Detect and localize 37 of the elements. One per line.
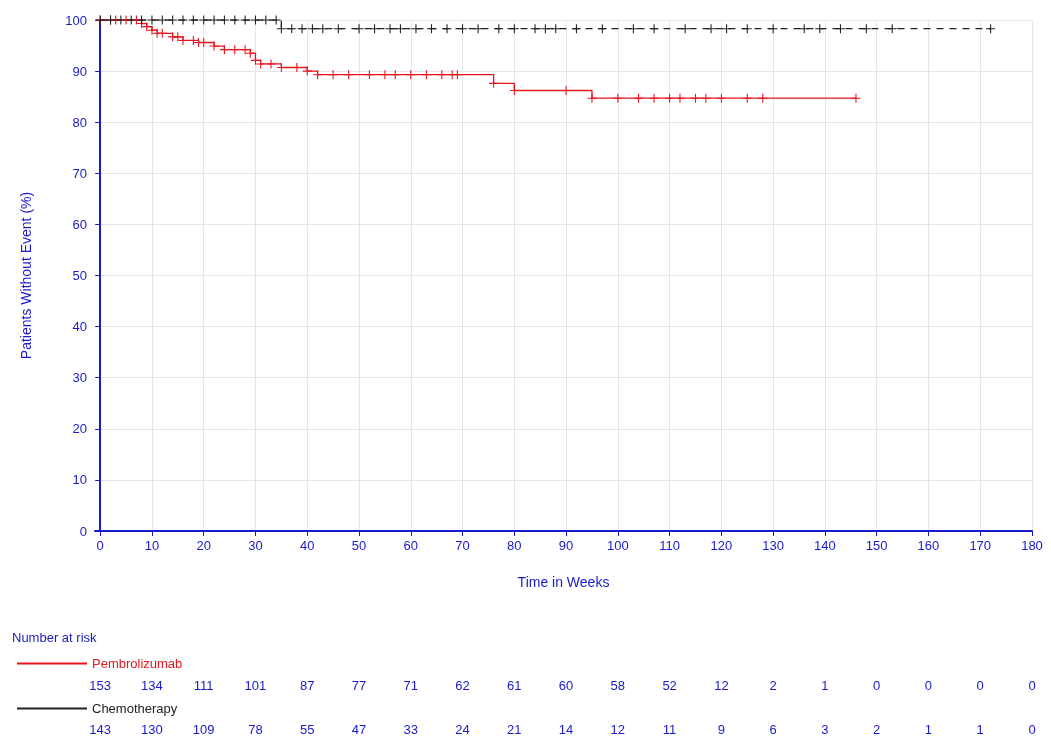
text: Chemotherapy bbox=[92, 701, 178, 716]
x-tick-label: 130 bbox=[762, 538, 785, 553]
y-tick-label: 40 bbox=[72, 319, 87, 335]
x-tick-label: 20 bbox=[196, 538, 211, 553]
y-tick-label: 90 bbox=[72, 63, 87, 79]
text: Pembrolizumab bbox=[92, 656, 183, 671]
x-tick-label: 100 bbox=[607, 538, 629, 553]
x-tick-label: 180 bbox=[1021, 538, 1043, 553]
x-tick-label: 50 bbox=[351, 538, 367, 553]
y-tick-label: 100 bbox=[65, 12, 87, 28]
y-tick-label: 0 bbox=[79, 523, 87, 539]
x-axis-title: Time in Weeks bbox=[517, 574, 610, 590]
x-tick-label: 40 bbox=[300, 538, 315, 553]
text: 143 130 109 78 55 47 33 24 21 14 12 11 9 6 3 2 1 1 0 bbox=[89, 722, 1036, 737]
text: 153 134 111 101 87 77 71 62 61 60 58 52 12 2 1 0 0 0 0 bbox=[89, 678, 1036, 693]
x-tick-label: 30 bbox=[248, 538, 263, 553]
x-tick-label: 120 bbox=[710, 538, 733, 553]
x-tick-label: 80 bbox=[507, 538, 522, 553]
y-tick-label: 50 bbox=[72, 268, 87, 283]
x-tick-label: 170 bbox=[969, 538, 992, 553]
y-tick-label: 70 bbox=[72, 165, 87, 181]
x-tick-label: 0 bbox=[96, 538, 104, 553]
x-tick-label: 10 bbox=[144, 538, 160, 553]
x-tick-label: 60 bbox=[403, 538, 419, 553]
y-tick-label: 20 bbox=[72, 421, 87, 437]
y-tick-label: 80 bbox=[72, 114, 87, 130]
y-tick-label: 10 bbox=[72, 472, 87, 488]
y-tick-label: 30 bbox=[72, 370, 87, 386]
x-tick-label: 110 bbox=[659, 538, 680, 553]
y-tick-label: 60 bbox=[72, 216, 87, 232]
x-tick-label: 90 bbox=[558, 538, 574, 553]
x-tick-label: 150 bbox=[865, 538, 888, 553]
text: Number at risk bbox=[12, 630, 97, 645]
x-tick-label: 160 bbox=[917, 538, 940, 553]
y-axis-title: Patients Without Event (%) bbox=[18, 191, 34, 360]
x-tick-label: 70 bbox=[455, 538, 470, 553]
x-tick-label: 140 bbox=[814, 538, 836, 553]
